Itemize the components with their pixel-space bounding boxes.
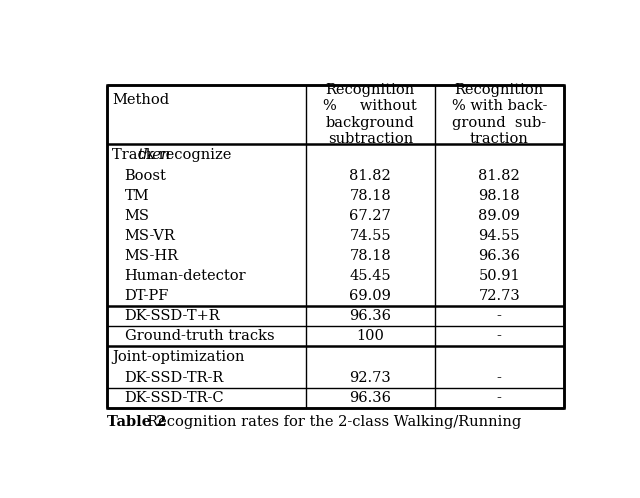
Text: -: - — [497, 309, 502, 323]
Text: 72.73: 72.73 — [478, 289, 520, 303]
Text: 69.09: 69.09 — [349, 289, 391, 303]
Text: 78.18: 78.18 — [349, 249, 391, 263]
Text: 92.73: 92.73 — [349, 371, 391, 385]
Text: MS-VR: MS-VR — [125, 229, 175, 243]
Text: 81.82: 81.82 — [478, 169, 520, 183]
Text: DK-SSD-T+R: DK-SSD-T+R — [125, 309, 220, 323]
Text: Method: Method — [112, 93, 170, 107]
Text: 96.36: 96.36 — [478, 249, 520, 263]
Text: Ground-truth tracks: Ground-truth tracks — [125, 329, 275, 343]
Text: TM: TM — [125, 189, 149, 203]
Text: Table 2: Table 2 — [108, 415, 167, 429]
Text: recognize: recognize — [154, 148, 232, 162]
Text: 67.27: 67.27 — [349, 209, 391, 223]
Text: Recognition rates for the 2-class Walking/Running: Recognition rates for the 2-class Walkin… — [138, 415, 522, 429]
Text: Track: Track — [112, 148, 159, 162]
Text: 81.82: 81.82 — [349, 169, 391, 183]
Text: Joint-optimization: Joint-optimization — [112, 350, 244, 364]
Text: DT-PF: DT-PF — [125, 289, 169, 303]
Text: -: - — [497, 371, 502, 385]
Text: 100: 100 — [356, 329, 384, 343]
Text: MS: MS — [125, 209, 150, 223]
Text: Boost: Boost — [125, 169, 166, 183]
Text: DK-SSD-TR-C: DK-SSD-TR-C — [125, 391, 224, 405]
Text: 96.36: 96.36 — [349, 391, 391, 405]
Text: 78.18: 78.18 — [349, 189, 391, 203]
Text: 96.36: 96.36 — [349, 309, 391, 323]
Text: -: - — [497, 329, 502, 343]
Text: 45.45: 45.45 — [349, 269, 391, 283]
Text: MS-HR: MS-HR — [125, 249, 179, 263]
Text: Recognition
%     without
background
subtraction: Recognition % without background subtrac… — [323, 83, 417, 146]
Text: DK-SSD-TR-R: DK-SSD-TR-R — [125, 371, 224, 385]
Text: Recognition
% with back-
ground  sub-
traction: Recognition % with back- ground sub- tra… — [452, 83, 547, 146]
Bar — [108, 85, 564, 408]
Text: -: - — [497, 391, 502, 405]
Text: then: then — [138, 148, 171, 162]
Text: Human-detector: Human-detector — [125, 269, 246, 283]
Text: 98.18: 98.18 — [478, 189, 520, 203]
Text: 94.55: 94.55 — [479, 229, 520, 243]
Text: 74.55: 74.55 — [349, 229, 391, 243]
Text: 50.91: 50.91 — [479, 269, 520, 283]
Text: 89.09: 89.09 — [478, 209, 520, 223]
